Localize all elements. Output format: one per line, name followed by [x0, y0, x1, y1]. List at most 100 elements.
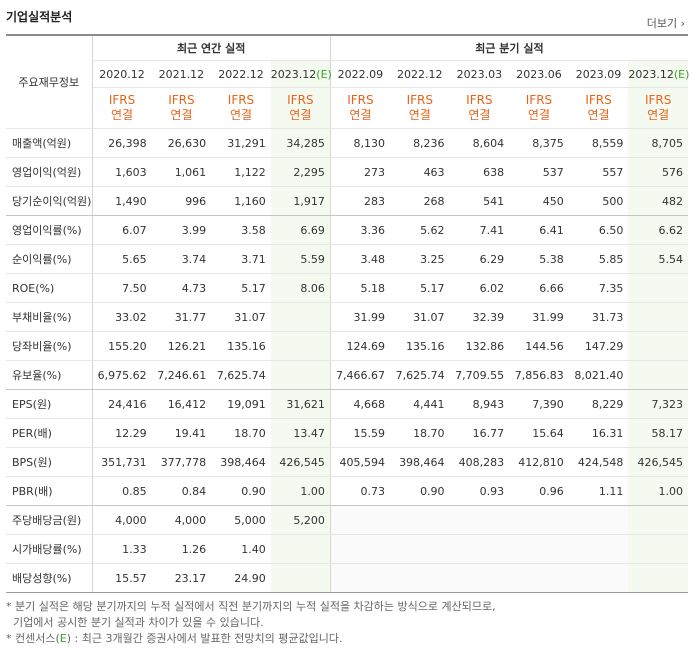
value-cell: 638	[449, 157, 510, 187]
financial-table: 주요재무정보 최근 연간 실적 최근 분기 실적 2020.12 2021.12 202…	[6, 34, 689, 593]
value-cell	[270, 360, 331, 390]
value-cell: 15.59	[330, 418, 390, 448]
value-cell: 0.85	[92, 476, 152, 506]
data-row: 배당성향(%) 15.57 23.17 24.90	[6, 563, 688, 593]
value-cell: 1.40	[211, 534, 271, 564]
standard-header: IFRS 연결	[92, 87, 152, 129]
value-cell: 351,731	[92, 447, 152, 477]
value-cell: 7,390	[509, 389, 569, 419]
value-cell: 7.35	[568, 273, 629, 303]
value-cell: 412,810	[509, 447, 569, 477]
value-cell: 19,091	[211, 389, 271, 419]
period-date: 2021.12	[158, 67, 205, 81]
value-cell	[389, 534, 450, 564]
period-date: 2023.03	[456, 67, 503, 81]
value-cell: 426,545	[628, 447, 688, 477]
value-cell: 15.57	[92, 563, 152, 593]
value-cell: 7,625.74	[389, 360, 450, 390]
value-cell: 268	[389, 186, 450, 216]
standard: IFRS	[466, 93, 493, 107]
row-label: 순이익률(%)	[6, 244, 93, 274]
value-cell: 147.29	[568, 331, 629, 361]
more-link[interactable]: 더보기	[647, 15, 685, 31]
value-cell: 4.73	[151, 273, 212, 303]
value-cell: 8,375	[509, 128, 569, 158]
period-header: 2023.12(E)	[628, 60, 689, 88]
value-cell	[628, 505, 688, 535]
value-cell: 6.29	[449, 244, 510, 274]
value-cell: 0.93	[449, 476, 510, 506]
value-cell	[330, 505, 390, 535]
row-label: 당기순이익(억원)	[6, 186, 93, 216]
value-cell: 3.71	[211, 244, 271, 274]
value-cell: 16,412	[151, 389, 212, 419]
value-cell	[330, 534, 390, 564]
value-cell	[628, 331, 688, 361]
value-cell: 541	[449, 186, 510, 216]
value-cell: 408,283	[449, 447, 510, 477]
value-cell: 18.70	[389, 418, 450, 448]
footnote-text: E	[59, 632, 67, 645]
data-row: PBR(배) 0.85 0.84 0.90 1.00 0.73 0.90 0.93 0.96 1.…	[6, 476, 688, 506]
value-cell: 33.02	[92, 302, 152, 332]
group-header: 최근 연간 실적	[92, 34, 331, 61]
value-cell: 557	[568, 157, 629, 187]
value-cell	[449, 563, 510, 593]
value-cell: 4,441	[389, 389, 450, 419]
value-cell: 7.50	[92, 273, 152, 303]
value-cell: 6,975.62	[92, 360, 152, 390]
data-row: EPS(원) 24,416 16,412 19,091 31,621 4,668 4,441…	[6, 389, 688, 419]
period-header: 2022.12	[211, 60, 271, 88]
standard-header: IFRS 연결	[211, 87, 271, 129]
value-cell: 135.16	[211, 331, 271, 361]
value-cell: 1.00	[628, 476, 688, 506]
standard: IFRS	[644, 93, 672, 107]
value-cell: 7,856.83	[509, 360, 569, 390]
standard: IFRS	[168, 93, 195, 107]
value-cell: 576	[628, 157, 688, 187]
period-date: 2023.12	[270, 67, 317, 81]
value-cell: 31,291	[211, 128, 271, 158]
standard: IFRS	[287, 93, 314, 107]
value-cell: 1,122	[211, 157, 271, 187]
period-date: 2022.12	[397, 67, 443, 81]
value-cell: 1.00	[270, 476, 331, 506]
basis: 연결	[170, 108, 193, 122]
row-label: 배당성향(%)	[6, 563, 93, 593]
standard-header: IFRS 연결	[270, 87, 331, 129]
value-cell: 8,559	[568, 128, 629, 158]
period-header: 2021.12	[151, 60, 212, 88]
basis: 연결	[527, 108, 550, 122]
data-row: PER(배) 12.29 19.41 18.70 13.47 15.59 18.70 16.7…	[6, 418, 688, 448]
standard: IFRS	[406, 93, 433, 107]
value-cell	[270, 563, 331, 593]
period-header: 2022.12	[389, 60, 450, 88]
basis: 연결	[111, 108, 134, 122]
value-cell	[330, 563, 390, 593]
value-cell: 6.62	[628, 215, 688, 245]
value-cell: 463	[389, 157, 450, 187]
period-date: 2022.09	[337, 67, 384, 81]
data-row: 당기순이익(억원) 1,490 996 1,160 1,917 283 268 541 450 5…	[6, 186, 688, 216]
value-cell: 3.99	[151, 215, 212, 245]
value-cell: 8,229	[568, 389, 629, 419]
value-cell	[628, 563, 688, 593]
data-row: 부채비율(%) 33.02 31.77 31.07 31.99 31.07 32.39 31.…	[6, 302, 688, 332]
value-cell: 18.70	[211, 418, 271, 448]
value-cell: 24.90	[211, 563, 271, 593]
value-cell: 4,000	[151, 505, 212, 535]
basis: 연결	[349, 108, 372, 122]
value-cell: 8,604	[449, 128, 510, 158]
footnote-text: * 분기 실적은 해당 분기까지의 누적 실적에서 직전 분기까지의 누적 실적…	[6, 600, 496, 613]
row-label: 시가배당률(%)	[6, 534, 93, 564]
row-label: BPS(원)	[6, 447, 93, 477]
data-row: 매출액(억원) 26,398 26,630 31,291 34,285 8,130 8,23…	[6, 128, 688, 158]
value-cell: 1,160	[211, 186, 271, 216]
group-header: 최근 분기 실적	[330, 34, 688, 61]
value-cell	[628, 360, 688, 390]
value-cell	[509, 534, 569, 564]
data-row: 주당배당금(원) 4,000 4,000 5,000 5,200	[6, 505, 688, 535]
standard-header: IFRS 연결	[628, 87, 688, 129]
estimate-mark: (E)	[316, 67, 332, 81]
